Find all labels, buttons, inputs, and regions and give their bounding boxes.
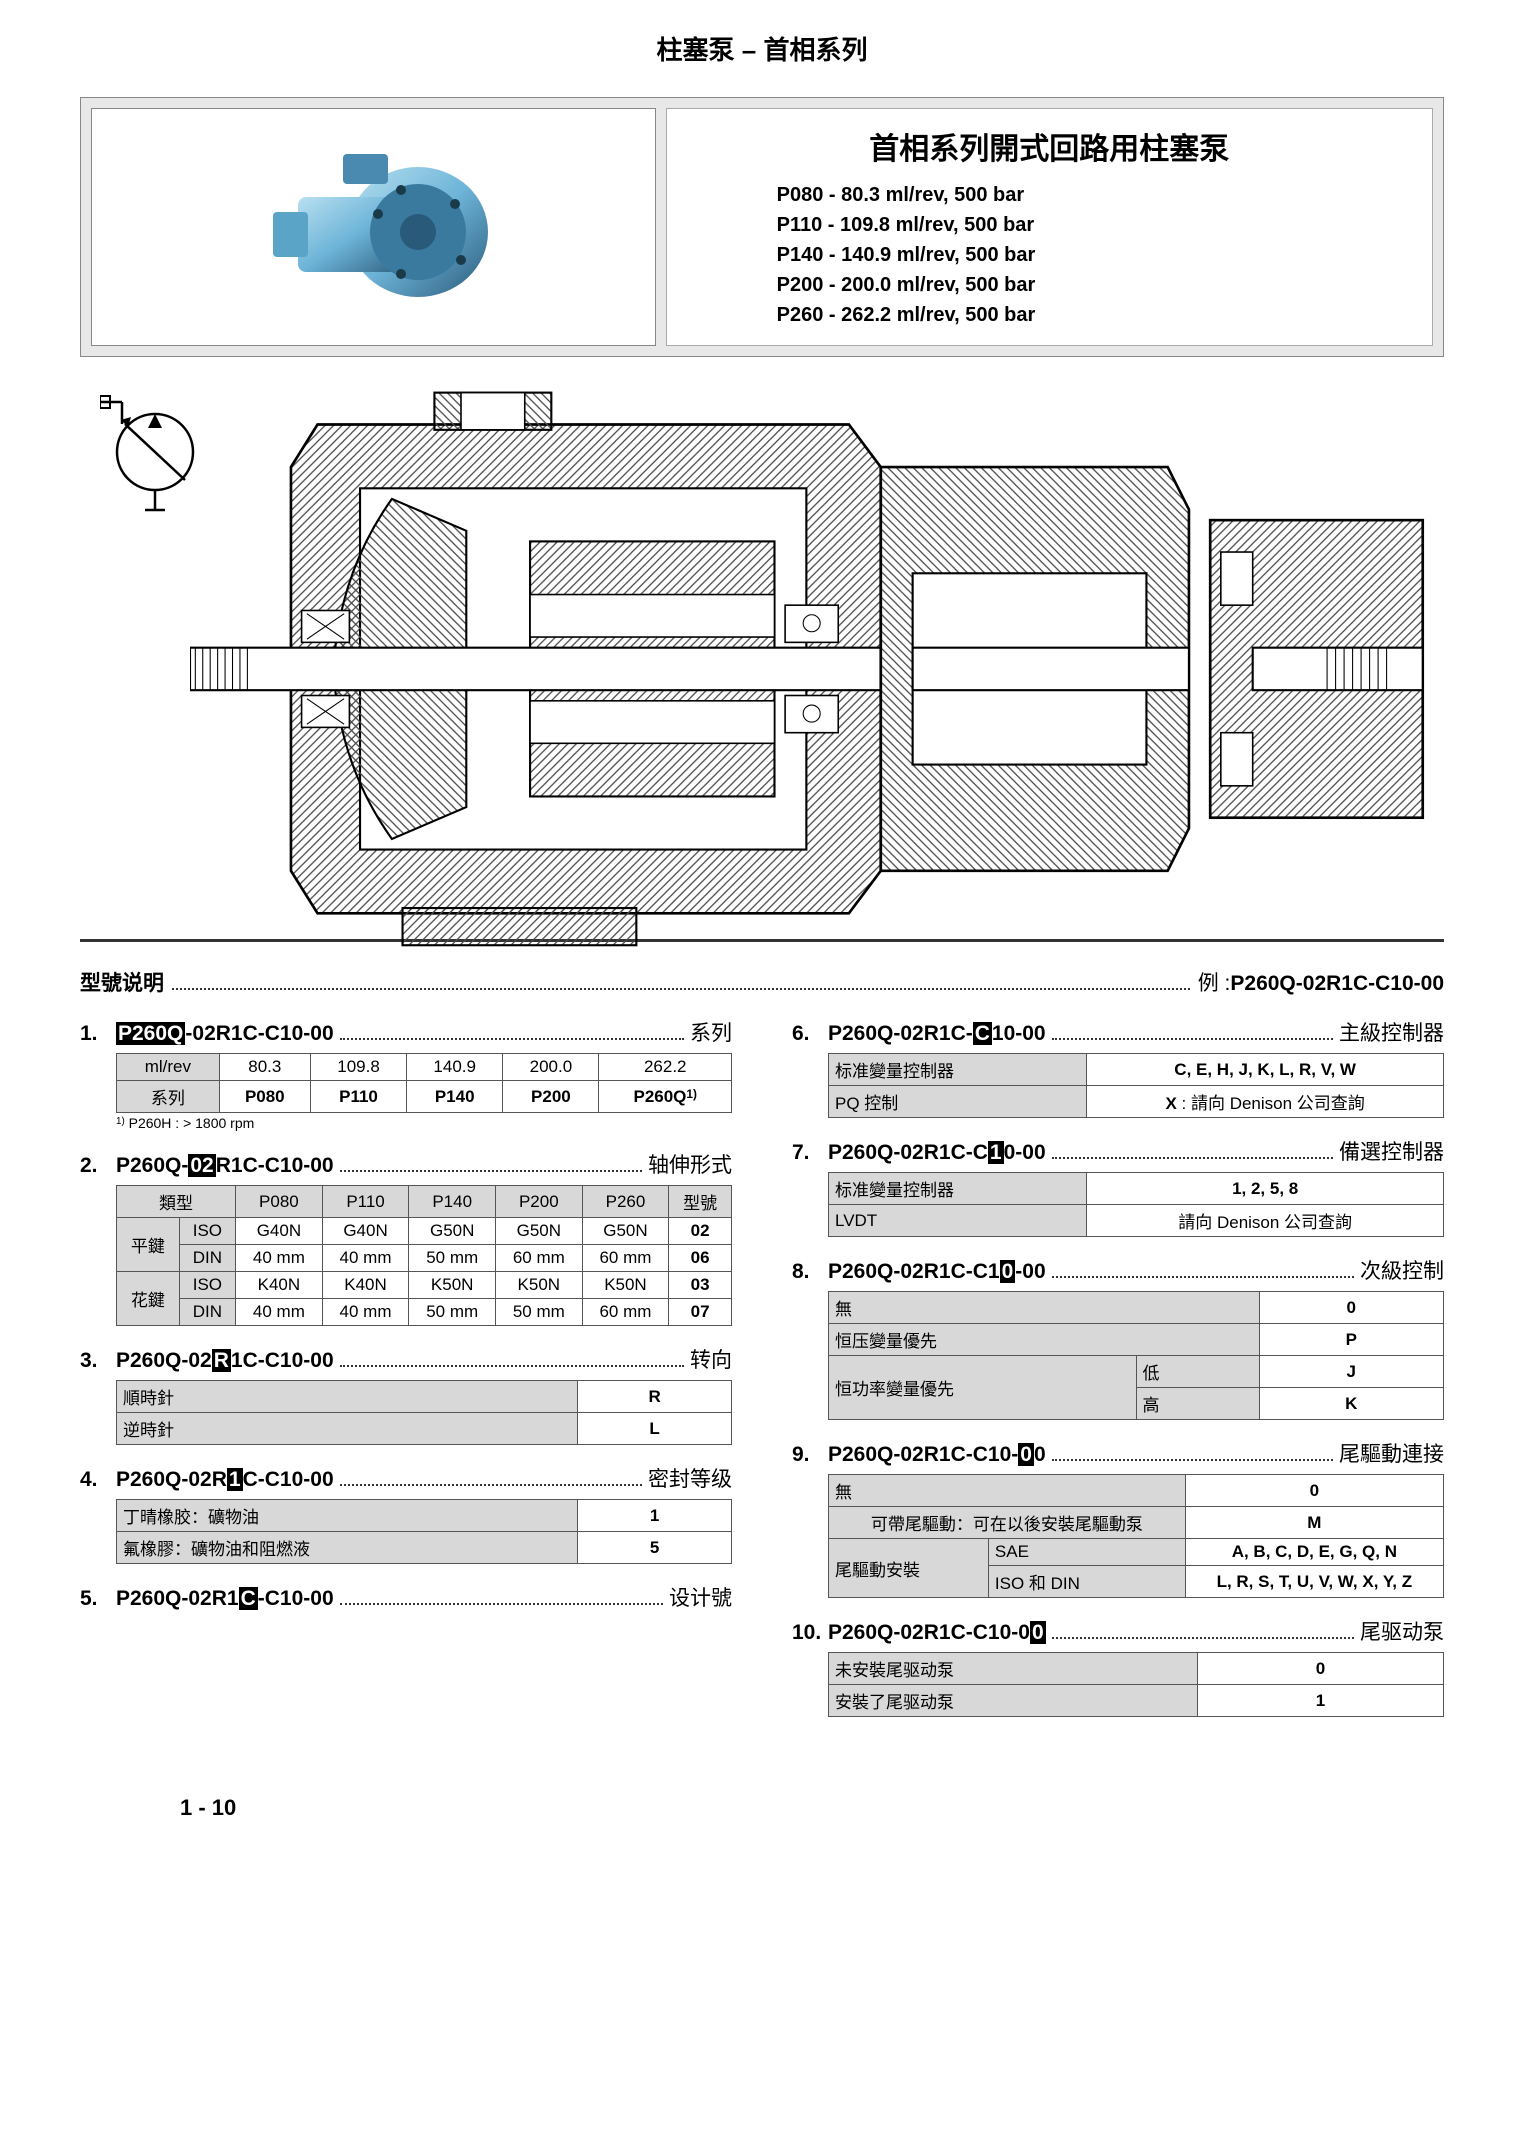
product-title: 首相系列開式回路用柱塞泵: [697, 124, 1402, 168]
section-9: 9. P260Q-02R1C-C10-00 尾驅動連接 無0 可帶尾驅動：可在以…: [792, 1438, 1444, 1598]
model-label: 型號说明: [80, 967, 164, 997]
section-8: 8. P260Q-02R1C-C10-00 次級控制 無0 恒压變量優先P 恒功…: [792, 1255, 1444, 1420]
product-photo-panel: [91, 108, 656, 346]
pump-photo: [243, 142, 503, 312]
diagram-area: [80, 382, 1444, 942]
section-3: 3. P260Q-02R1C-C10-00 转向 順時針R 逆時針L: [80, 1344, 732, 1445]
cross-section-drawing: [190, 382, 1444, 956]
code-post: -02R1C-C10-00: [185, 1022, 333, 1045]
product-spec-panel: 首相系列開式回路用柱塞泵 P080 - 80.3 ml/rev, 500 bar…: [666, 108, 1433, 346]
footnote: 1) P260H : > 1800 rpm: [116, 1115, 732, 1131]
series-table: ml/rev 80.3109.8 140.9200.0 262.2 系列 P08…: [116, 1053, 732, 1113]
model-example: P260Q-02R1C-C10-00: [1230, 972, 1444, 996]
section-4: 4. P260Q-02R1C-C10-00 密封等级 丁晴橡胶：礦物油1 氟橡膠…: [80, 1463, 732, 1564]
opt-control-table: 标准變量控制器1, 2, 5, 8 LVDT請向 Denison 公司查詢: [828, 1172, 1444, 1237]
header-box: 首相系列開式回路用柱塞泵 P080 - 80.3 ml/rev, 500 bar…: [80, 97, 1444, 357]
section-2: 2. P260Q-02R1C-C10-00 轴伸形式 類型 P080P110 P…: [80, 1149, 732, 1326]
section-6: 6. P260Q-02R1C-C10-00 主級控制器 标准變量控制器C, E,…: [792, 1017, 1444, 1118]
section-10: 10. P260Q-02R1C-C10-00 尾驱动泵 未安裝尾驱动泵0 安裝了…: [792, 1616, 1444, 1717]
seal-table: 丁晴橡胶：礦物油1 氟橡膠：礦物油和阻燃液5: [116, 1499, 732, 1564]
sec-num: 1.: [80, 1022, 116, 1046]
page-number: 1 - 10: [180, 1795, 1444, 1821]
section-7: 7. P260Q-02R1C-C10-00 備選控制器 标准變量控制器1, 2,…: [792, 1136, 1444, 1237]
right-column: 6. P260Q-02R1C-C10-00 主級控制器 标准變量控制器C, E,…: [792, 1017, 1444, 1735]
spec-line: P260 - 262.2 ml/rev, 500 bar: [777, 300, 1402, 330]
shaft-table: 類型 P080P110 P140P200 P260型號 平鍵 ISO G40NG…: [116, 1185, 732, 1326]
example-prefix: 例 :: [1198, 967, 1231, 997]
page-title: 柱塞泵 – 首相系列: [80, 30, 1444, 67]
model-explain-header: 型號说明 例 : P260Q-02R1C-C10-00: [80, 967, 1444, 997]
rear-drive-table: 無0 可帶尾驅動：可在以後安裝尾驅動泵M 尾驅動安裝SAEA, B, C, D,…: [828, 1474, 1444, 1598]
section-5: 5. P260Q-02R1C-C10-00 设计號: [80, 1582, 732, 1612]
content-columns: 1. P260Q-02R1C-C10-00 系列 ml/rev 80.3109.…: [80, 1017, 1444, 1735]
spec-line: P080 - 80.3 ml/rev, 500 bar: [777, 180, 1402, 210]
sec-name: 系列: [690, 1017, 732, 1047]
spec-line: P110 - 109.8 ml/rev, 500 bar: [777, 210, 1402, 240]
main-control-table: 标准變量控制器C, E, H, J, K, L, R, V, W PQ 控制X …: [828, 1053, 1444, 1118]
code-hl: P260Q: [116, 1022, 185, 1045]
rotation-table: 順時針R 逆時針L: [116, 1380, 732, 1445]
rear-pump-table: 未安裝尾驱动泵0 安裝了尾驱动泵1: [828, 1652, 1444, 1717]
spec-line: P200 - 200.0 ml/rev, 500 bar: [777, 270, 1402, 300]
secondary-table: 無0 恒压變量優先P 恒功率變量優先低J 高K: [828, 1291, 1444, 1420]
left-column: 1. P260Q-02R1C-C10-00 系列 ml/rev 80.3109.…: [80, 1017, 732, 1735]
section-1: 1. P260Q-02R1C-C10-00 系列 ml/rev 80.3109.…: [80, 1017, 732, 1131]
spec-line: P140 - 140.9 ml/rev, 500 bar: [777, 240, 1402, 270]
